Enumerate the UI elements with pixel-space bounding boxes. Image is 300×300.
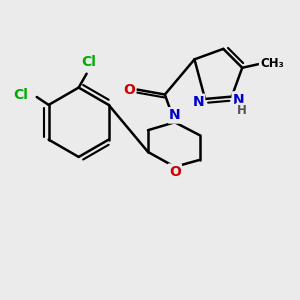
Text: Cl: Cl: [81, 55, 96, 69]
Text: O: O: [169, 165, 181, 179]
Text: N: N: [169, 108, 181, 122]
Text: N: N: [192, 95, 204, 109]
Text: N: N: [233, 93, 244, 106]
Text: Cl: Cl: [14, 88, 28, 102]
Text: CH₃: CH₃: [260, 57, 284, 70]
Text: O: O: [123, 82, 135, 97]
Text: H: H: [237, 104, 247, 117]
